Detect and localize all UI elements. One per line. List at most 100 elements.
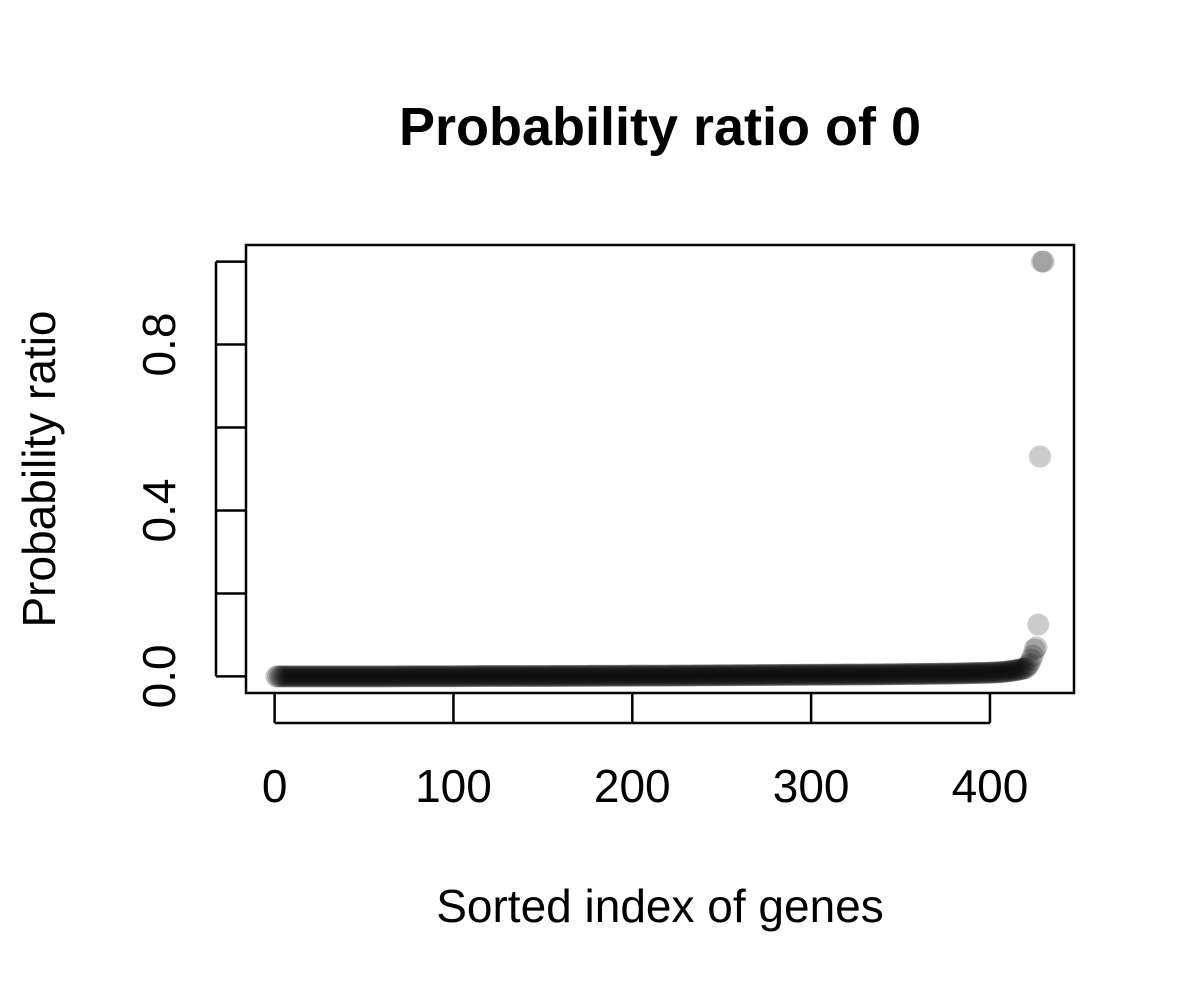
data-point bbox=[866, 663, 889, 686]
data-point bbox=[818, 663, 840, 686]
data-point bbox=[501, 664, 524, 687]
data-point bbox=[875, 663, 898, 686]
data-point bbox=[589, 664, 612, 687]
data-point bbox=[941, 662, 964, 685]
data-point bbox=[798, 663, 821, 686]
data-point bbox=[787, 663, 810, 686]
data-point bbox=[429, 665, 452, 688]
data-point bbox=[884, 663, 907, 686]
data-point bbox=[657, 664, 680, 687]
data-point bbox=[1027, 613, 1050, 636]
data-point bbox=[707, 664, 730, 687]
data-point bbox=[782, 663, 805, 686]
data-point bbox=[919, 662, 942, 685]
data-point bbox=[467, 665, 490, 688]
data-point bbox=[814, 663, 837, 686]
data-point bbox=[1025, 636, 1048, 659]
data-point bbox=[966, 661, 989, 684]
data-point bbox=[547, 664, 570, 687]
data-point bbox=[331, 665, 354, 688]
data-point bbox=[428, 665, 451, 688]
data-point bbox=[354, 665, 377, 688]
data-point bbox=[485, 664, 508, 687]
data-point bbox=[326, 665, 349, 688]
data-point bbox=[959, 662, 982, 685]
data-point bbox=[315, 665, 338, 688]
data-point bbox=[699, 664, 722, 687]
data-point bbox=[360, 665, 383, 688]
data-point bbox=[313, 665, 336, 688]
data-point bbox=[864, 663, 887, 686]
data-point bbox=[344, 665, 367, 688]
data-point bbox=[265, 665, 288, 688]
data-point bbox=[481, 664, 504, 687]
data-point bbox=[639, 664, 662, 687]
data-point bbox=[530, 664, 553, 687]
y-axis-label: Probability ratio bbox=[13, 310, 65, 627]
data-point bbox=[268, 665, 291, 688]
data-point bbox=[628, 664, 651, 687]
data-point bbox=[496, 664, 519, 687]
data-point bbox=[764, 663, 787, 686]
data-point bbox=[678, 664, 701, 687]
data-point bbox=[460, 665, 483, 688]
data-point bbox=[637, 664, 660, 687]
data-point bbox=[775, 663, 798, 686]
data-point bbox=[299, 665, 322, 688]
data-point bbox=[909, 662, 932, 685]
data-point bbox=[617, 664, 640, 687]
data-point bbox=[826, 663, 849, 686]
data-point bbox=[689, 664, 712, 687]
data-point bbox=[621, 664, 644, 687]
data-point bbox=[556, 664, 579, 687]
data-point bbox=[674, 664, 697, 687]
data-point bbox=[809, 663, 832, 686]
data-point bbox=[370, 665, 393, 688]
data-point bbox=[383, 665, 406, 688]
data-point bbox=[950, 662, 973, 685]
data-point bbox=[885, 663, 908, 686]
data-point bbox=[574, 664, 597, 687]
data-point bbox=[462, 665, 485, 688]
data-point bbox=[413, 665, 436, 688]
data-point bbox=[1030, 250, 1053, 273]
data-point bbox=[333, 665, 356, 688]
y-tick-label: 0.0 bbox=[133, 644, 185, 708]
data-point bbox=[975, 661, 998, 684]
data-point bbox=[728, 664, 751, 687]
data-point bbox=[789, 663, 812, 686]
data-point bbox=[844, 663, 867, 686]
data-point bbox=[719, 664, 742, 687]
data-point bbox=[977, 661, 1000, 684]
data-point bbox=[735, 664, 758, 687]
data-point bbox=[624, 664, 647, 687]
data-point bbox=[379, 665, 402, 688]
data-point bbox=[272, 665, 295, 688]
data-point bbox=[987, 661, 1010, 684]
data-point bbox=[757, 664, 780, 686]
data-point bbox=[420, 665, 443, 688]
x-axis: 0 100 200 300 400 bbox=[262, 693, 1028, 812]
data-point bbox=[973, 661, 996, 684]
data-point bbox=[737, 664, 760, 687]
data-point bbox=[776, 663, 799, 686]
data-point bbox=[692, 664, 715, 687]
data-point bbox=[948, 662, 971, 685]
data-point bbox=[512, 664, 535, 687]
data-point bbox=[340, 665, 363, 688]
data-point bbox=[564, 664, 587, 687]
data-point bbox=[480, 664, 502, 687]
data-point bbox=[415, 665, 438, 688]
data-point bbox=[573, 664, 595, 687]
data-point bbox=[1032, 250, 1055, 273]
data-point bbox=[374, 665, 397, 688]
data-point bbox=[807, 663, 830, 686]
data-point bbox=[658, 664, 681, 687]
data-point bbox=[363, 665, 386, 688]
data-point bbox=[900, 663, 923, 685]
data-point bbox=[691, 664, 714, 687]
data-point bbox=[524, 664, 547, 687]
data-point bbox=[896, 663, 919, 686]
data-point bbox=[635, 664, 658, 687]
